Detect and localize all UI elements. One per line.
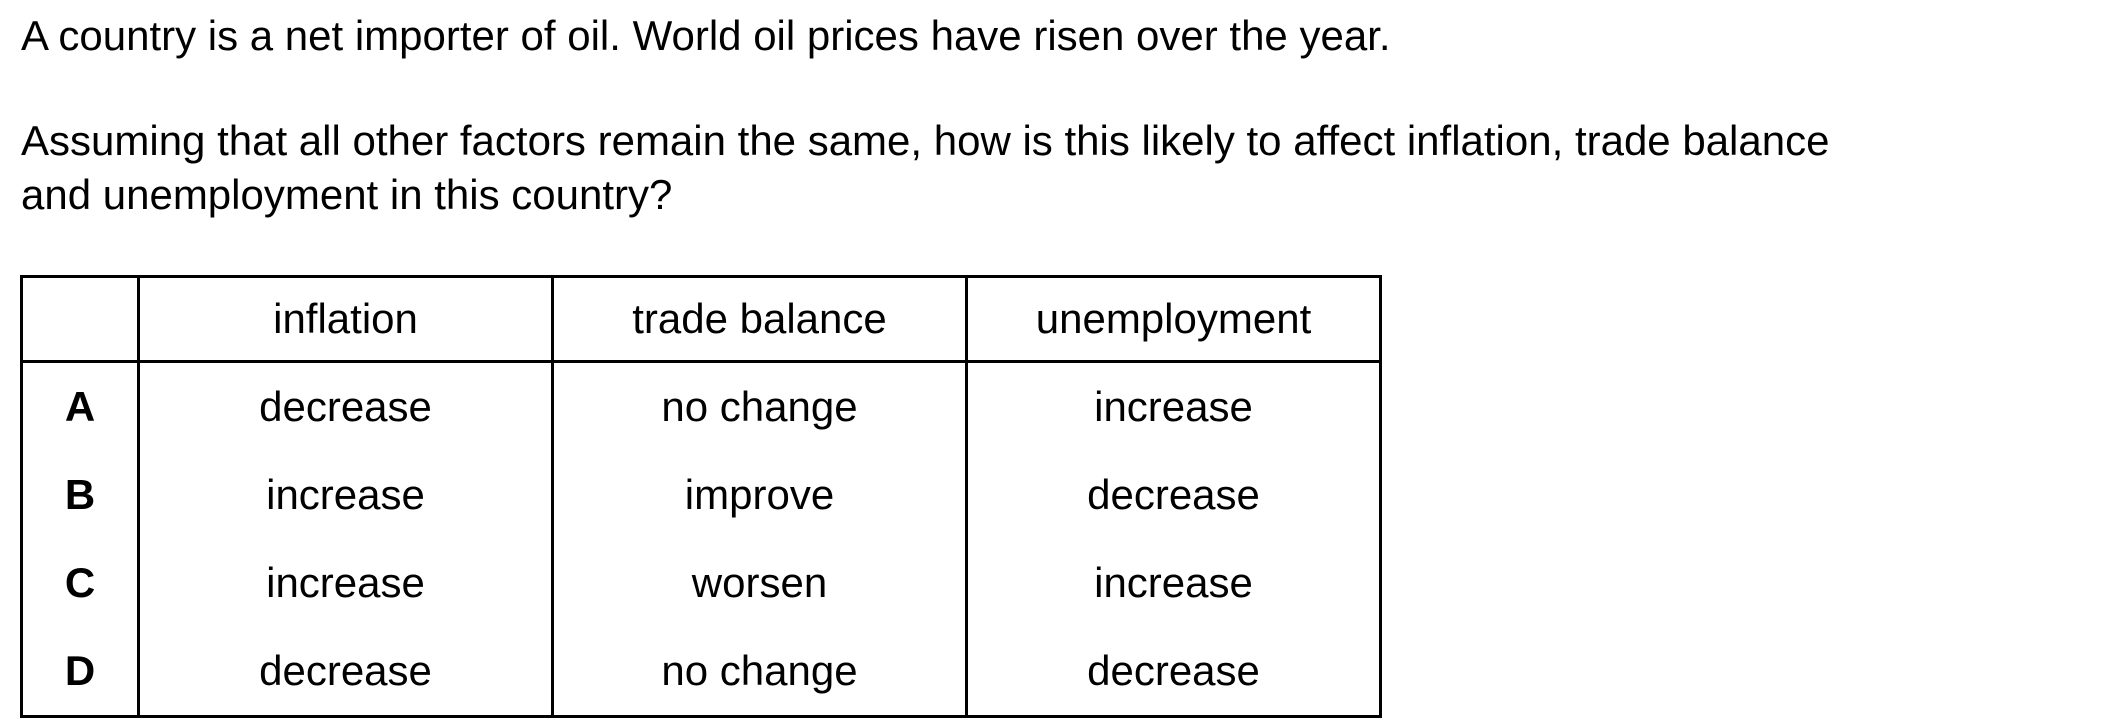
option-letter: D (20, 627, 140, 718)
question-prompt: Assuming that all other factors remain t… (21, 114, 1829, 222)
option-row-c: C increase worsen increase (20, 539, 1382, 627)
option-row-b: B increase improve decrease (20, 451, 1382, 539)
trade-balance-cell: improve (551, 451, 968, 539)
question-prompt-line-1: Assuming that all other factors remain t… (21, 117, 1830, 164)
option-letter: B (20, 451, 140, 539)
option-letter: A (20, 361, 140, 451)
option-row-a: A decrease no change increase (20, 361, 1382, 451)
inflation-cell: increase (137, 451, 554, 539)
answer-options-table: inflation trade balance unemployment A d… (20, 275, 1382, 718)
unemployment-cell: increase (965, 539, 1382, 627)
table-header-row: inflation trade balance unemployment (20, 275, 1382, 363)
trade-balance-cell: no change (551, 361, 968, 451)
unemployment-cell: decrease (965, 451, 1382, 539)
trade-balance-cell: worsen (551, 539, 968, 627)
header-cell-unemployment: unemployment (965, 275, 1382, 363)
option-row-d: D decrease no change decrease (20, 627, 1382, 718)
inflation-cell: decrease (137, 361, 554, 451)
inflation-cell: decrease (137, 627, 554, 718)
question-stem: A country is a net importer of oil. Worl… (21, 12, 1391, 59)
header-cell-blank (20, 275, 140, 363)
unemployment-cell: decrease (965, 627, 1382, 718)
header-cell-inflation: inflation (137, 275, 554, 363)
header-cell-trade-balance: trade balance (551, 275, 968, 363)
inflation-cell: increase (137, 539, 554, 627)
question-prompt-line-2: and unemployment in this country? (21, 171, 673, 218)
option-letter: C (20, 539, 140, 627)
trade-balance-cell: no change (551, 627, 968, 718)
unemployment-cell: increase (965, 361, 1382, 451)
